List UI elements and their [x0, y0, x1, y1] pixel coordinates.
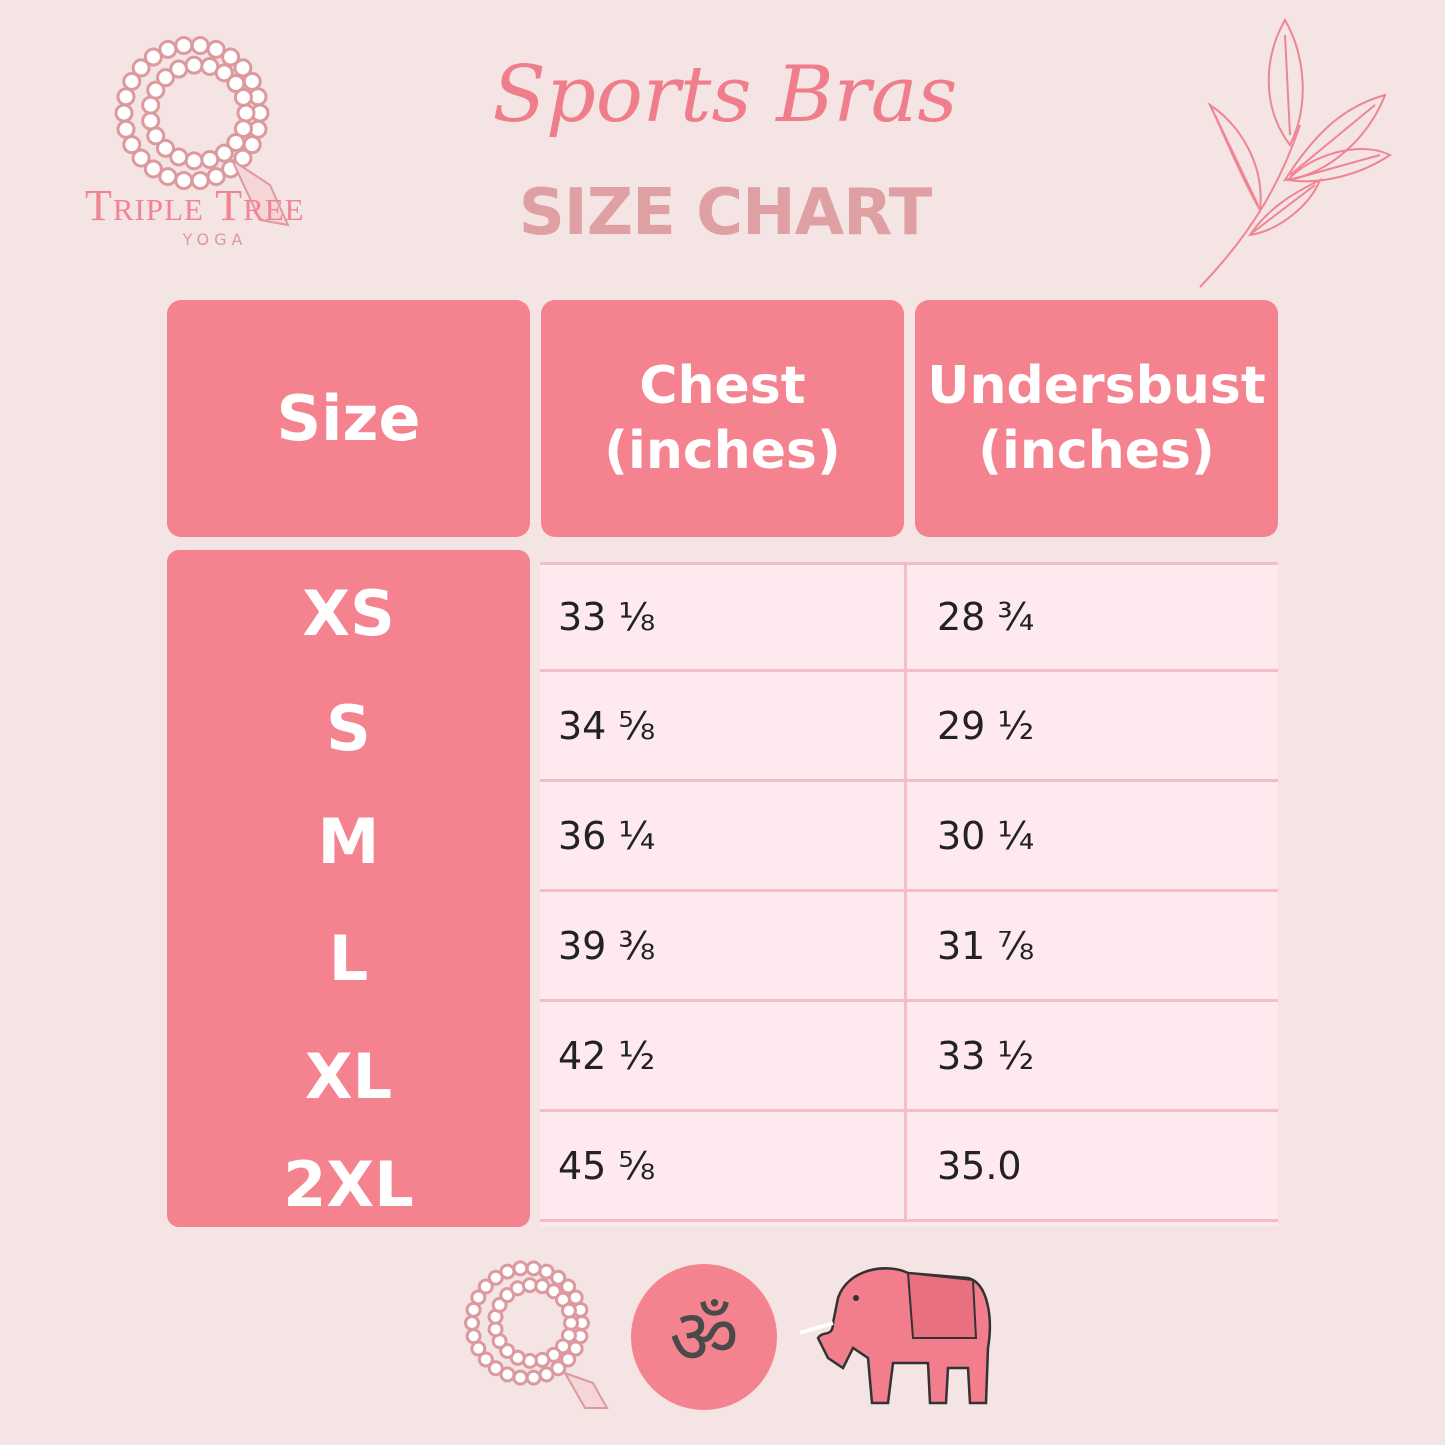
om-icon: ॐ: [631, 1264, 777, 1410]
bead: [214, 63, 234, 83]
bead: [190, 35, 210, 55]
header-chest-unit: (inches): [604, 420, 841, 481]
bead: [158, 167, 178, 187]
bead: [221, 47, 241, 67]
underbust-cell: 29 ½: [937, 703, 1035, 748]
bead: [143, 47, 163, 67]
bead: [464, 1315, 480, 1331]
bead: [233, 58, 253, 78]
bead: [233, 119, 253, 139]
size-label: 2XL: [283, 1148, 414, 1221]
size-label: S: [326, 692, 371, 765]
bead: [470, 1289, 487, 1306]
size-label: L: [328, 922, 369, 995]
svg-text:ॐ: ॐ: [669, 1292, 738, 1381]
table-row: 34 ⅝ 29 ½: [540, 672, 1278, 782]
bead: [550, 1360, 567, 1377]
bead: [184, 55, 204, 75]
underbust-cell: 35.0: [937, 1143, 1022, 1188]
bead: [158, 39, 178, 59]
table-row: 36 ¼ 30 ¼: [540, 782, 1278, 892]
size-column: XS S M L XL 2XL: [167, 550, 530, 1227]
bead: [487, 1269, 504, 1286]
logo-subtitle: YOGA: [182, 230, 248, 249]
header-chest-label: Chest: [639, 355, 806, 416]
chest-cell: 42 ½: [540, 1002, 907, 1109]
table-row: 33 ⅛ 28 ¾: [540, 562, 1278, 672]
bead: [200, 150, 220, 170]
bead: [560, 1351, 577, 1368]
bead: [477, 1278, 494, 1295]
chest-cell: 33 ⅛: [540, 565, 907, 669]
bead: [560, 1302, 577, 1319]
title-script: Sports Bras: [492, 50, 958, 140]
bead: [141, 111, 161, 131]
header-underbust-unit: (inches): [978, 420, 1215, 481]
bead: [116, 119, 136, 139]
bead: [169, 59, 189, 79]
underbust-cell: 33 ½: [937, 1033, 1035, 1078]
measurements-table: 33 ⅛ 28 ¾ 34 ⅝ 29 ½ 36 ¼ 30 ¼ 39 ⅜ 31 ⅞ 42 ½…: [540, 562, 1278, 1226]
leaf-branch-icon: [1199, 17, 1392, 288]
table-row: 42 ½ 33 ½: [540, 1002, 1278, 1112]
bead: [226, 74, 246, 94]
mala-beads-icon: [114, 35, 290, 227]
size-label: XS: [302, 577, 395, 650]
bead: [146, 80, 166, 100]
bead: [560, 1278, 577, 1295]
header-size: Size: [167, 300, 530, 537]
size-label: M: [317, 805, 380, 878]
bead: [116, 87, 136, 107]
bead: [206, 39, 226, 59]
title-main: SIZE CHART: [518, 176, 932, 250]
bead: [487, 1360, 504, 1377]
header-size-label: Size: [276, 381, 421, 455]
bead: [525, 1260, 542, 1277]
bead: [131, 58, 151, 78]
header-chest: Chest (inches): [541, 300, 904, 537]
bead: [563, 1315, 579, 1331]
chest-cell: 36 ¼: [540, 782, 907, 889]
bead: [169, 147, 189, 167]
bead: [236, 103, 256, 123]
header-underbust-label: Undersbust: [927, 355, 1266, 416]
bead: [525, 1369, 542, 1386]
bead: [155, 68, 175, 88]
bead: [155, 138, 175, 158]
chest-cell: 45 ⅝: [540, 1112, 907, 1219]
table-row: 39 ⅜ 31 ⅞: [540, 892, 1278, 1002]
bead: [131, 148, 151, 168]
bead: [233, 87, 253, 107]
bead: [499, 1366, 516, 1383]
bead: [242, 71, 262, 91]
chest-cell: 39 ⅜: [540, 892, 907, 999]
bead: [143, 159, 163, 179]
elephant-icon: [799, 1267, 992, 1405]
underbust-cell: 31 ⅞: [937, 923, 1035, 968]
size-label: XL: [304, 1040, 393, 1113]
bead: [184, 151, 204, 171]
logo-text: Triple Tree: [85, 181, 305, 230]
bead: [512, 1260, 529, 1277]
bead: [538, 1366, 555, 1383]
table-row: 45 ⅝ 35.0: [540, 1112, 1278, 1222]
bead: [122, 135, 142, 155]
chest-cell: 34 ⅝: [540, 672, 907, 779]
bead: [538, 1263, 555, 1280]
bead: [512, 1369, 529, 1386]
mala-beads-icon: [464, 1260, 609, 1409]
bead: [550, 1269, 567, 1286]
underbust-cell: 28 ¾: [937, 595, 1035, 639]
bead: [174, 35, 194, 55]
bead: [122, 71, 142, 91]
bead: [114, 103, 134, 123]
underbust-cell: 30 ¼: [937, 813, 1035, 858]
bead: [499, 1263, 516, 1280]
bead: [465, 1328, 482, 1345]
bead: [477, 1351, 494, 1368]
header-underbust: Undersbust (inches): [915, 300, 1278, 537]
bead: [226, 132, 246, 152]
